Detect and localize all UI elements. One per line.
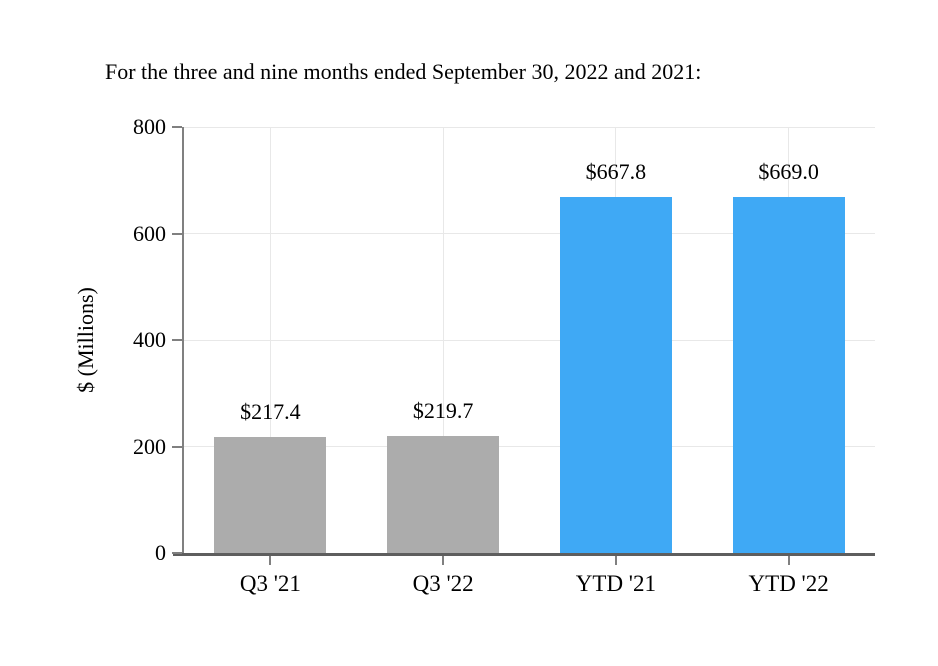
bar <box>732 196 845 553</box>
bar <box>559 197 672 553</box>
y-axis-line <box>182 127 184 555</box>
y-tick-label: 200 <box>133 433 166 459</box>
x-tick-label: Q3 '22 <box>412 571 474 596</box>
y-tick <box>172 445 182 448</box>
y-tick-label: 600 <box>133 220 166 246</box>
x-tick-label: YTD '22 <box>748 571 829 596</box>
h-gridline <box>184 126 875 128</box>
y-tick <box>172 339 182 341</box>
h-gridline <box>184 233 875 234</box>
x-tick-label: Q3 '21 <box>239 571 301 596</box>
plot-area: $217.4 $219.7 $667.8 $669.0 0 200 400 600 800 Q3 … <box>133 114 875 596</box>
chart-title: For the three and nine months ended Sept… <box>105 59 702 84</box>
x-tick <box>614 556 617 565</box>
bar-value-label: $219.7 <box>412 398 474 424</box>
x-tick <box>269 556 272 565</box>
x-tick <box>787 556 790 565</box>
y-tick <box>172 126 182 128</box>
x-tick <box>442 556 445 565</box>
y-axis-label: $ (Millions) <box>73 287 98 393</box>
bar-value-label: $217.4 <box>240 399 301 425</box>
y-tick-label: 0 <box>155 540 166 565</box>
x-tick-label: YTD '21 <box>575 571 656 596</box>
y-tick <box>172 232 182 235</box>
bar <box>214 437 327 553</box>
y-tick-label: 400 <box>133 327 166 352</box>
bar <box>387 436 500 553</box>
x-axis-line <box>173 553 875 556</box>
bar-value-label: $667.8 <box>585 159 647 185</box>
bar-value-label: $669.0 <box>758 158 819 184</box>
y-tick <box>172 552 182 554</box>
h-gridline <box>184 339 875 341</box>
v-gridline <box>442 127 444 553</box>
v-gridline <box>269 127 271 553</box>
y-tick-label: 800 <box>133 114 166 139</box>
h-gridline <box>184 446 875 447</box>
